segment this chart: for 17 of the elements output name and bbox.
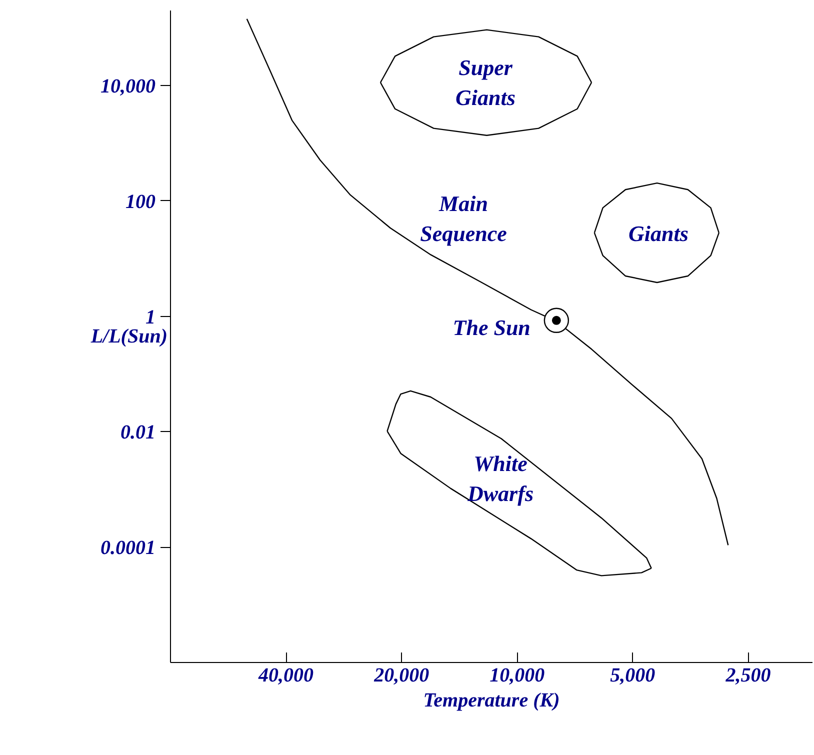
annotation: White Dwarfs — [466, 451, 534, 506]
x-tick-label: 5,000 — [610, 664, 656, 686]
y-tick-label: 10,000 — [100, 76, 156, 98]
y-tick-label: 1 — [146, 306, 156, 328]
x-axis-title: Temperature (K) — [423, 690, 560, 712]
y-tick-label: 100 — [126, 190, 156, 213]
y-tick-label: 0.0001 — [100, 537, 156, 560]
x-tick-label: 40,000 — [258, 664, 314, 686]
x-tick-label: 20,000 — [373, 664, 430, 686]
x-tick-label: 2,500 — [724, 664, 771, 686]
x-tick-label: 10,000 — [490, 664, 545, 686]
y-tick-label: 0.01 — [120, 422, 156, 444]
y-axis-title: L/L(Sun) — [90, 326, 168, 348]
annotation: The Sun — [452, 314, 530, 340]
annotation: Super Giants — [456, 55, 516, 110]
annotation: Main Sequence — [420, 191, 508, 246]
annotation: Giants — [628, 221, 688, 246]
